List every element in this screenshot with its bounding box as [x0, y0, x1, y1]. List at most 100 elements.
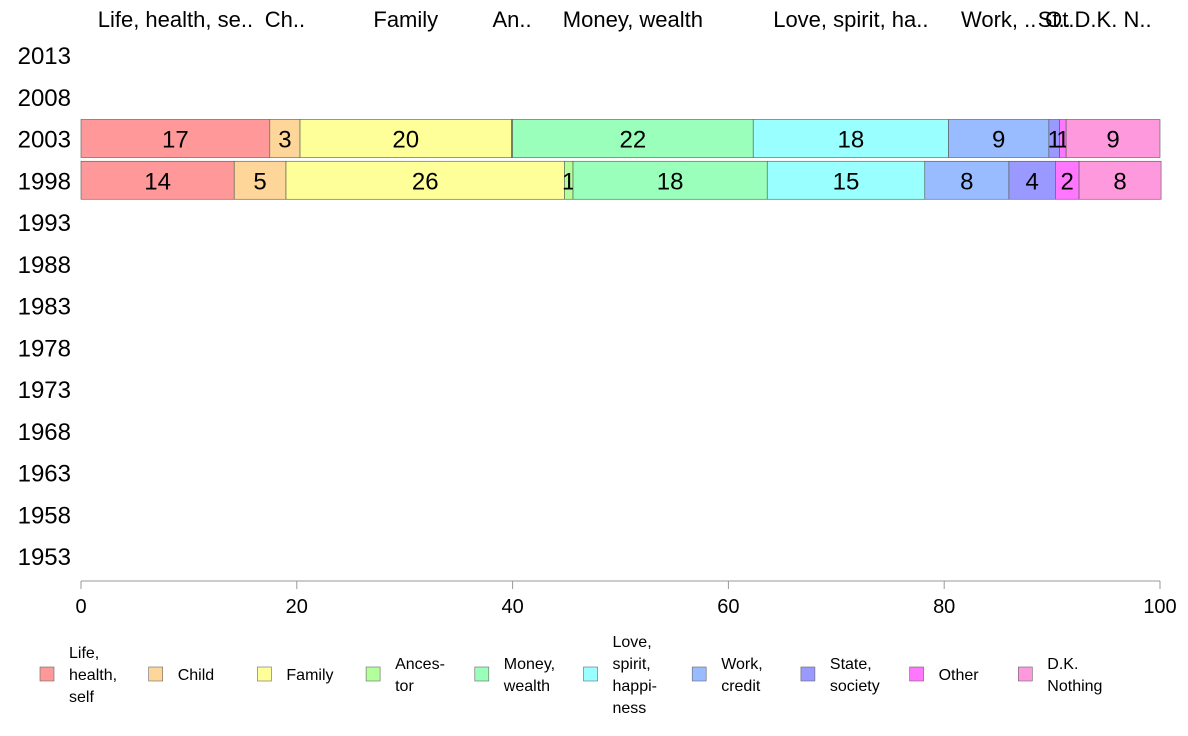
bar-value-label: 5 — [253, 168, 266, 195]
legend-swatch — [39, 666, 55, 682]
x-tick-label: 20 — [286, 596, 308, 618]
bar-segment — [80, 119, 271, 158]
legend-label: ness — [613, 700, 647, 717]
bar-segment — [752, 119, 949, 158]
bar-value-label: 20 — [392, 127, 419, 154]
bar-segment — [766, 160, 926, 200]
legend-label: Child — [178, 667, 214, 684]
bar-segment — [1078, 160, 1162, 200]
legend-item: Child — [148, 666, 214, 684]
bar-segment — [233, 160, 287, 200]
bar-value-label: 1 — [562, 168, 575, 195]
year-label: 2008 — [18, 85, 71, 112]
year-label: 1953 — [18, 544, 71, 571]
x-axis: 0 20 40 60 80 100 — [75, 580, 1177, 618]
legend-item: Work, credit — [691, 656, 763, 695]
column-header: An.. — [492, 7, 531, 32]
legend-label: Ances- — [395, 656, 445, 673]
legend-label: Other — [939, 667, 980, 684]
legend-swatch — [365, 666, 381, 682]
bar-value-label: 26 — [412, 168, 439, 195]
legend-swatch — [691, 666, 707, 682]
legend-label: Family — [286, 667, 333, 684]
legend-item: Ances-tor — [365, 656, 445, 695]
x-tick-label: 80 — [933, 596, 955, 618]
year-label: 1993 — [18, 210, 71, 237]
legend-label: Money, — [504, 656, 555, 673]
bar-value-label: 3 — [278, 127, 291, 154]
year-axis: 2013 2008 2003 1998 1993 1988 1983 1978 1973 1968… — [18, 43, 71, 571]
bar-value-label: 18 — [657, 168, 684, 195]
column-headers: Life, health, se.. Ch.. Family An.. Money, w… — [98, 7, 1152, 32]
column-header: Family — [373, 7, 438, 32]
column-header: D.K. N.. — [1075, 7, 1152, 32]
legend-swatch — [909, 666, 924, 682]
year-label: 1983 — [18, 294, 71, 321]
bar-value-label: 22 — [620, 127, 647, 154]
bar-value-label: 9 — [1106, 127, 1119, 154]
year-label: 1963 — [18, 461, 71, 488]
year-label: 1968 — [18, 419, 71, 446]
bar-segment — [285, 160, 565, 200]
column-header: Work, .. — [961, 7, 1036, 32]
bar-value-label: 14 — [144, 168, 171, 195]
legend-label: health, — [69, 667, 117, 684]
legend-label: Work, — [721, 656, 762, 673]
column-header: St.. — [1038, 7, 1071, 32]
bar-value-label: 15 — [833, 168, 860, 195]
column-header: Ch.. — [265, 7, 305, 32]
bar-segment — [1065, 119, 1161, 158]
legend-label: self — [69, 689, 94, 706]
legend-swatch — [148, 666, 163, 682]
legend-item: State, society — [800, 656, 880, 695]
year-label: 2013 — [18, 43, 71, 70]
year-label: 1958 — [18, 502, 71, 529]
legend-item: Life, health, self — [39, 645, 117, 706]
legend-item: Money, wealth — [474, 656, 555, 695]
column-header: Love, spirit, ha.. — [773, 7, 928, 32]
bar-value-label: 4 — [1025, 168, 1038, 195]
legend-label: Nothing — [1047, 678, 1102, 695]
bar-segment — [1008, 160, 1056, 200]
year-label: 1978 — [18, 335, 71, 362]
bar-value-label: 17 — [162, 127, 189, 154]
legend-label: State, — [830, 656, 872, 673]
legend-swatch — [474, 666, 490, 682]
year-label: 2003 — [18, 127, 71, 154]
legend-label: Love, — [613, 634, 652, 651]
legend-label: tor — [395, 678, 414, 695]
legend: Life, health, self Child Family Ances-tor Mone… — [39, 634, 1102, 717]
x-tick-label: 100 — [1143, 596, 1176, 618]
column-header: Life, health, se.. — [98, 7, 253, 32]
year-label: 1998 — [18, 168, 71, 195]
legend-item: D.K. Nothing — [1017, 656, 1102, 695]
year-label: 1988 — [18, 252, 71, 279]
bar-value-label: 8 — [960, 168, 973, 195]
legend-label: credit — [721, 678, 761, 695]
bar-segment — [572, 160, 768, 200]
legend-label: society — [830, 678, 880, 695]
legend-swatch — [257, 666, 272, 682]
bar-segment — [948, 119, 1050, 158]
column-header: Ot.. — [1045, 7, 1080, 32]
legend-label: spirit, — [613, 656, 651, 673]
bar-row: 17 3 20 22 18 9 11 9 — [80, 119, 1161, 158]
column-header: Money, wealth — [563, 7, 703, 32]
legend-item: Love, spirit, happi-ness — [583, 634, 657, 717]
legend-label: wealth — [503, 678, 550, 695]
bar-segment — [80, 160, 235, 200]
x-tick-label: 0 — [75, 596, 86, 618]
bar-value-label: 1 — [1048, 127, 1061, 154]
x-tick-label: 60 — [717, 596, 739, 618]
legend-label: happi- — [613, 678, 657, 695]
legend-item: Family — [257, 666, 334, 684]
bar-value-label: 2 — [1061, 168, 1074, 195]
year-label: 1973 — [18, 377, 71, 404]
bar-segment — [299, 119, 512, 158]
bar-value-label: 18 — [838, 127, 865, 154]
legend-swatch — [800, 666, 816, 682]
bar-row: 14 5 26 1 18 15 8 4 2 8 — [80, 160, 1162, 200]
legend-item: Other — [909, 666, 980, 684]
